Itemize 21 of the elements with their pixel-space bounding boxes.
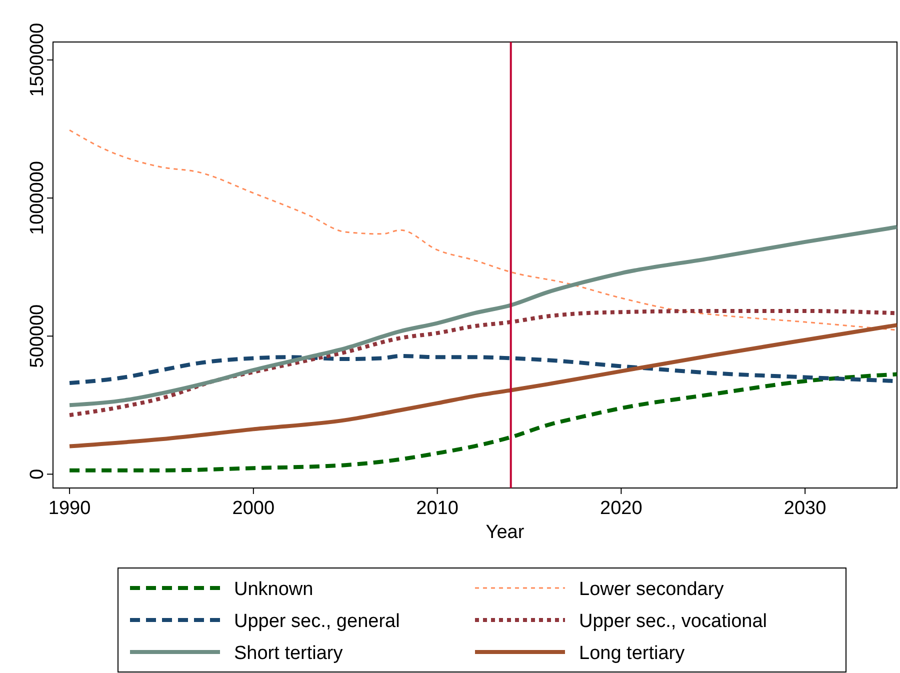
line-series [68,308,897,418]
x-tick-label: 2000 [232,498,275,519]
x-tick-label: 2020 [600,498,642,519]
line-series [68,323,897,448]
x-tick-label: 2010 [416,498,458,519]
legend-label: Upper sec., general [234,611,400,632]
line-series [68,225,897,408]
line-series [68,372,897,472]
y-tick-label: 0 [27,468,48,480]
legend-label: Upper sec., vocational [579,611,767,632]
legend-label: Lower secondary [579,579,724,600]
legend-label: Short tertiary [234,643,344,664]
x-axis-title: Year [486,522,525,543]
y-tick-label: 500000 [27,304,48,368]
line-series [68,129,897,331]
legend-label: Unknown [234,579,314,600]
y-tick-label: 1500000 [27,22,48,97]
legend-label: Long tertiary [579,643,686,664]
y-tick-label: 1000000 [27,161,48,236]
x-tick-label: 1990 [48,498,91,519]
x-tick-label: 2030 [784,498,826,519]
